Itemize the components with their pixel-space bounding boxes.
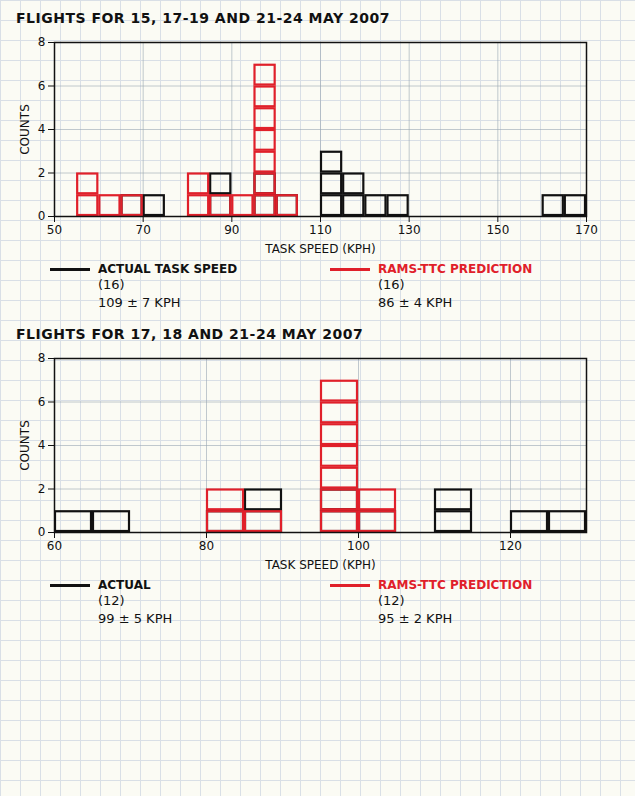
html-text:99 ± 5 KPH: 99 ± 5 KPH xyxy=(98,611,173,626)
svg-text:110: 110 xyxy=(309,223,332,237)
svg-text:100: 100 xyxy=(347,539,370,553)
svg-text:4: 4 xyxy=(38,438,46,452)
html-text:(12): (12) xyxy=(378,593,405,608)
html-text:RAMS-TTC PREDICTION: RAMS-TTC PREDICTION xyxy=(378,262,533,276)
svg-text:90: 90 xyxy=(224,223,239,237)
svg-text:120: 120 xyxy=(499,539,522,553)
html-text:FLIGHTS FOR 17, 18 AND 21-24 M: FLIGHTS FOR 17, 18 AND 21-24 MAY 2007 xyxy=(16,326,364,342)
html-text:86 ± 4 KPH: 86 ± 4 KPH xyxy=(378,295,453,310)
svg-text:COUNTS: COUNTS xyxy=(18,420,32,471)
html-text:FLIGHTS FOR 15, 17-19 AND 21-2: FLIGHTS FOR 15, 17-19 AND 21-24 MAY 2007 xyxy=(16,10,390,26)
svg-text:0: 0 xyxy=(38,525,46,539)
svg-text:TASK SPEED (KPH): TASK SPEED (KPH) xyxy=(264,558,375,572)
svg-text:6: 6 xyxy=(38,79,46,93)
svg-text:COUNTS: COUNTS xyxy=(18,104,32,155)
html-text:ACTUAL: ACTUAL xyxy=(98,578,151,592)
html-text:(16): (16) xyxy=(98,277,125,292)
svg-text:4: 4 xyxy=(38,122,46,136)
svg-text:80: 80 xyxy=(199,539,214,553)
svg-text:2: 2 xyxy=(38,166,46,180)
html-text:RAMS-TTC PREDICTION: RAMS-TTC PREDICTION xyxy=(378,578,533,592)
svg-text:0: 0 xyxy=(38,209,46,223)
svg-text:50: 50 xyxy=(47,223,62,237)
svg-text:6: 6 xyxy=(38,395,46,409)
html-text:109 ± 7 KPH: 109 ± 7 KPH xyxy=(98,295,181,310)
svg-text:130: 130 xyxy=(398,223,421,237)
html-text:(16): (16) xyxy=(378,277,405,292)
svg-text:60: 60 xyxy=(47,539,62,553)
svg-text:8: 8 xyxy=(38,351,46,365)
html-text:95 ± 2 KPH: 95 ± 2 KPH xyxy=(378,611,453,626)
svg-text:2: 2 xyxy=(38,482,46,496)
svg-text:8: 8 xyxy=(38,35,46,49)
svg-text:TASK SPEED (KPH): TASK SPEED (KPH) xyxy=(264,242,375,256)
svg-text:70: 70 xyxy=(136,223,151,237)
html-text:(12): (12) xyxy=(98,593,125,608)
html-text:ACTUAL TASK SPEED: ACTUAL TASK SPEED xyxy=(98,262,238,276)
svg-text:150: 150 xyxy=(486,223,509,237)
svg-text:170: 170 xyxy=(575,223,598,237)
